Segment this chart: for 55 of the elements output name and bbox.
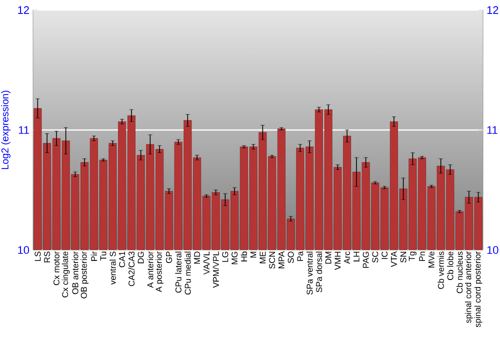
x-tick-label: Tg (408, 252, 416, 261)
y-axis-title: Log2 (expression) (1, 90, 10, 170)
y-tick-label: 10 (18, 246, 30, 254)
y2-tick-label: 10 (487, 246, 498, 254)
x-tick-label: MG (232, 252, 238, 264)
x-tick-label: LG (222, 252, 228, 262)
x-tick-label: Cx motor (53, 251, 60, 286)
x-tick-label: Pa (297, 251, 304, 261)
x-tick-label: CPu medial (184, 252, 191, 295)
x-tick-label: SPa ventral (306, 252, 313, 295)
y-tick-label: 11 (18, 126, 29, 134)
x-tick-label: MPA (278, 251, 284, 268)
x-tick-label: SC (372, 252, 378, 263)
x-tick-label: SO (288, 252, 294, 264)
x-tick-label: Tu (100, 252, 106, 261)
x-tick-label: OB posterior (80, 251, 88, 298)
x-tick-label: SCN (269, 252, 276, 269)
x-tick-label: CA1 (119, 252, 126, 268)
x-tick-label: VMH (334, 252, 341, 270)
x-tick-label: A anterior (147, 251, 154, 288)
y-tick-label: 12 (18, 6, 29, 14)
x-tick-label: GP (166, 252, 172, 264)
x-tick-label: RS (44, 252, 50, 262)
y2-tick-label: 12 (487, 6, 498, 14)
x-tick-label: Arc (344, 251, 350, 264)
x-tick-label: LH (354, 252, 360, 262)
x-tick-label: DG (138, 252, 144, 264)
y2-tick-label: 11 (487, 126, 498, 134)
x-tick-label: CPu lateral (175, 252, 182, 293)
x-tick-label: ME (260, 252, 266, 264)
x-tick-label: ventral S (110, 252, 116, 285)
x-tick-label: A posterior (156, 251, 164, 292)
x-tick-label: SN (400, 252, 406, 263)
x-tick-label: Pn (419, 252, 425, 261)
x-tick-label: spinal cord posterior (474, 251, 482, 328)
x-tick-label: SPa dorsal (316, 252, 322, 292)
x-tick-label: Cx cingulate (62, 252, 70, 298)
x-tick-label: MD (194, 252, 200, 264)
x-tick-label: OB anterior (72, 251, 78, 294)
x-tick-label: VPM/VPL (212, 251, 219, 288)
x-tick-label: PAG (362, 252, 369, 268)
x-tick-label: Hb (240, 252, 248, 262)
x-tick-label: spinal cord anterior (464, 251, 473, 323)
x-tick-label: Pir (90, 251, 98, 261)
x-tick-label: M (250, 252, 256, 258)
x-tick-label: LS (34, 252, 41, 261)
x-tick-label: VA/VL (203, 251, 210, 275)
x-tick-label: Cb lobe (447, 252, 454, 280)
x-tick-label: CA2/CA3 (128, 252, 135, 286)
x-tick-label: Cb vermis (438, 252, 444, 289)
x-tick-label: Cb nucleus (456, 252, 463, 294)
x-tick-label: MVe (428, 252, 434, 268)
x-tick-label: VTA (391, 251, 397, 268)
x-tick-label: DM (325, 252, 332, 264)
x-tick-label: IC (382, 252, 388, 259)
